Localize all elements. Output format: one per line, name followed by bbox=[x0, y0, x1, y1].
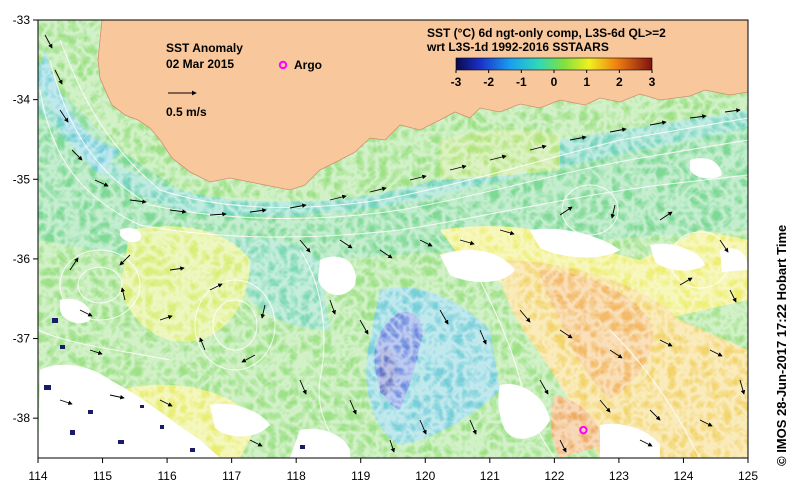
colorbar bbox=[455, 57, 653, 71]
scale-arrow-label: 0.5 m/s bbox=[166, 105, 207, 119]
y-tick-label: -36 bbox=[13, 252, 31, 266]
colorbar-ticks: -3 -2 -1 0 1 2 3 bbox=[451, 70, 656, 89]
colorbar-legend: SST (°C) 6d ngt-only comp, L3S-6d QL>=2 … bbox=[426, 26, 666, 89]
surface-current-vectors bbox=[44, 34, 746, 453]
x-tick-label: 118 bbox=[287, 469, 306, 483]
product-description-line1: SST (°C) 6d ngt-only comp, L3S-6d QL>=2 bbox=[427, 26, 666, 40]
x-tick-label: 120 bbox=[415, 469, 435, 483]
plot-area bbox=[38, 20, 748, 458]
y-tick-label: -37 bbox=[13, 332, 31, 346]
y-tick-label: -33 bbox=[13, 13, 31, 27]
imos-credit: © IMOS 28-Jun-2017 17:22 Hobart Time bbox=[774, 224, 789, 466]
x-tick-label: 119 bbox=[351, 469, 370, 483]
sea-surface-height-contours bbox=[38, 39, 748, 458]
argo-legend-label: Argo bbox=[294, 58, 322, 72]
colorbar-tick-label: -2 bbox=[483, 75, 494, 89]
product-description-line2: wrt L3S-1d 1992-2016 SSTAARS bbox=[426, 40, 609, 54]
x-tick-label: 122 bbox=[544, 469, 564, 483]
x-tick-label: 114 bbox=[28, 469, 47, 483]
argo-legend-icon bbox=[278, 60, 288, 70]
x-tick-label: 125 bbox=[738, 469, 758, 483]
colorbar-tick-label: 0 bbox=[551, 75, 558, 89]
x-tick-label: 121 bbox=[480, 469, 500, 483]
y-tick-label: -35 bbox=[13, 172, 31, 186]
map-date: 02 Mar 2015 bbox=[166, 57, 234, 71]
longitude-axis: 114 115 116 117 118 119 120 121 122 123 124 125 bbox=[28, 458, 758, 483]
argo-float-marker[interactable] bbox=[579, 425, 588, 435]
land-specks bbox=[44, 318, 305, 452]
title-block: SST Anomaly 02 Mar 2015 Argo 0.5 m/s bbox=[166, 41, 322, 119]
latitude-axis: -33 -34 -35 -36 -37 -38 bbox=[13, 13, 38, 425]
y-tick-label: -38 bbox=[13, 411, 31, 425]
y-tick-label: -34 bbox=[13, 93, 31, 107]
argo-float-markers bbox=[579, 425, 588, 435]
x-tick-label: 123 bbox=[609, 469, 629, 483]
colorbar-tick-label: 3 bbox=[649, 75, 656, 89]
map-title: SST Anomaly bbox=[166, 41, 243, 55]
x-tick-label: 124 bbox=[673, 469, 693, 483]
colorbar-tick-label: 1 bbox=[583, 75, 590, 89]
x-tick-label: 116 bbox=[158, 469, 177, 483]
colorbar-tick-label: -1 bbox=[516, 75, 527, 89]
x-tick-label: 117 bbox=[222, 469, 241, 483]
x-tick-label: 115 bbox=[93, 469, 112, 483]
colorbar-tick-label: -3 bbox=[451, 75, 462, 89]
colorbar-tick-label: 2 bbox=[616, 75, 623, 89]
